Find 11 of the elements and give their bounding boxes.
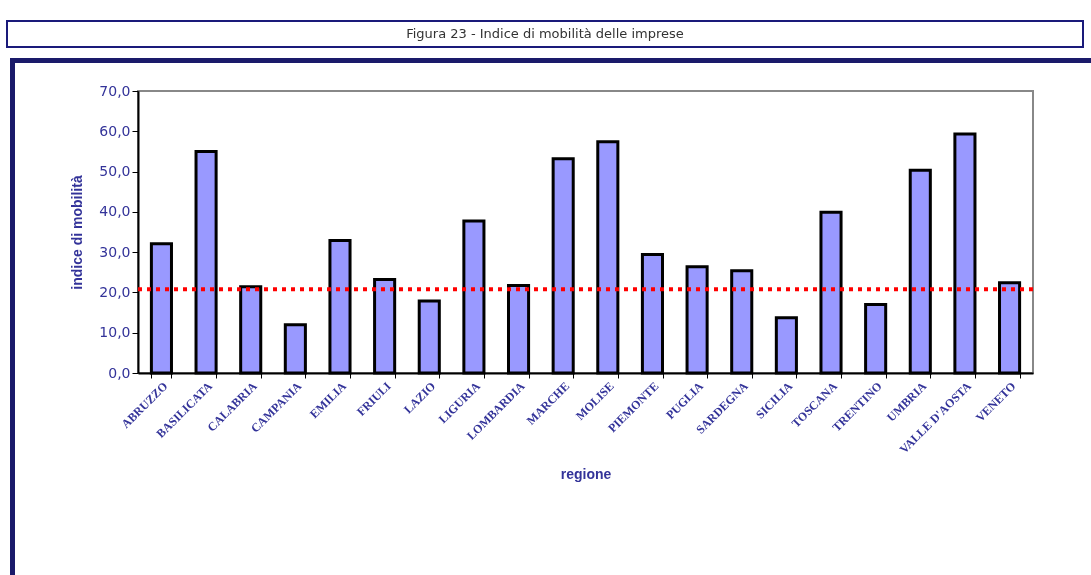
- y-tick-label: 30,0: [99, 243, 131, 260]
- y-tick-label: 20,0: [99, 283, 131, 300]
- x-axis-title: regione: [560, 465, 612, 482]
- y-axis-title: indice di mobilità: [69, 175, 86, 290]
- y-tick-label: 10,0: [99, 324, 131, 341]
- y-tick-label: 0,0: [108, 364, 131, 381]
- y-tick-label: 70,0: [99, 82, 131, 99]
- chart-title: Figura 23 - Indice di mobilità delle imprese: [6, 20, 1084, 48]
- y-tick-label: 60,0: [99, 122, 131, 139]
- y-tick-label: 40,0: [99, 203, 131, 220]
- y-tick-label: 50,0: [99, 163, 131, 180]
